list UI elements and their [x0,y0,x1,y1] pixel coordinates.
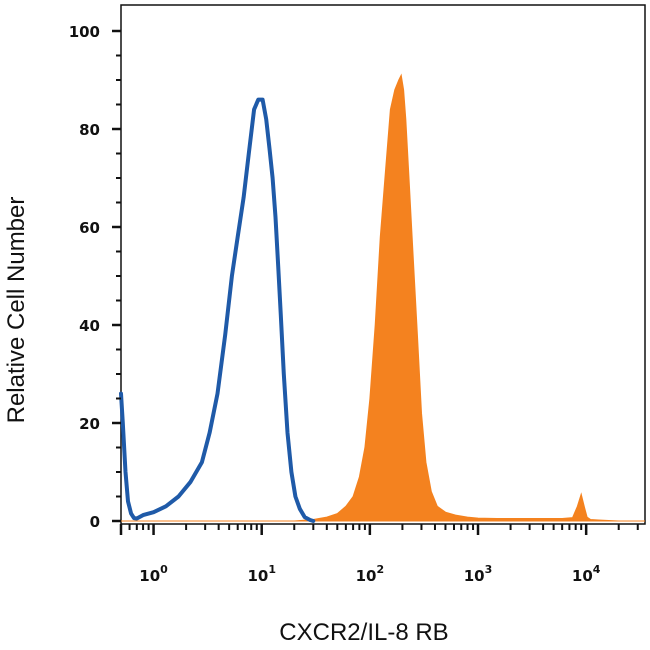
y-tick-label: 0 [90,513,100,531]
x-tick-label: 104 [572,563,601,585]
y-tick-label: 40 [79,317,100,335]
y-tick-label: 60 [79,219,100,237]
x-tick-label: 100 [139,563,168,585]
x-axis-title: CXCR2/IL-8 RB [279,619,448,646]
series-layer [119,73,645,523]
labels-layer: 0 20 40 60 80 100 100 101 102 103 104 CXCR2/IL-8 RB… [3,23,601,646]
y-axis-title: Relative Cell Number [3,197,30,424]
series-isotype-line [119,97,316,523]
y-tick-label: 20 [79,415,100,433]
x-tick-label: 102 [356,563,385,585]
x-tick-label: 101 [247,563,276,585]
y-tick-label: 80 [79,121,100,139]
y-tick-label: 100 [69,23,100,41]
series-stained-area [121,73,645,522]
axes-layer [112,29,639,535]
x-tick-label: 103 [464,563,493,585]
